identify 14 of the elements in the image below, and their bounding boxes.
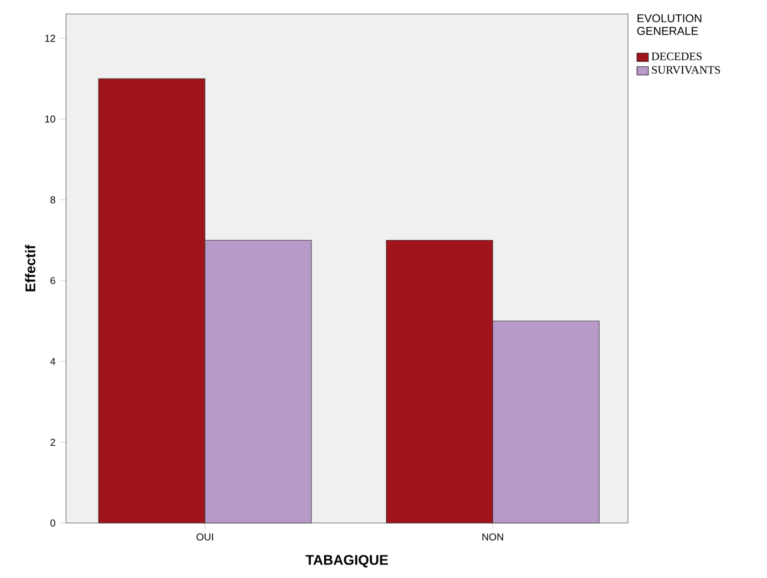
y-tick-label: 12: [45, 34, 56, 42]
x-tick-label: NON: [482, 533, 504, 540]
x-tick-label: OUI: [196, 533, 213, 540]
legend-label: SURVIVANTS: [652, 66, 720, 74]
y-axis-title: Effectif: [25, 244, 36, 292]
legend-label: DECEDES: [652, 52, 702, 60]
legend-title: EVOLUTION GENERALE: [637, 14, 702, 35]
x-axis-title: TABAGIQUE: [306, 554, 388, 568]
y-tick-label: 10: [45, 115, 56, 123]
y-tick-label: 6: [50, 277, 56, 284]
y-tick-label: 8: [50, 196, 56, 204]
y-tick-label: 2: [50, 438, 56, 446]
y-tick-label: 4: [50, 358, 56, 365]
y-tick-label: 0: [50, 519, 56, 527]
